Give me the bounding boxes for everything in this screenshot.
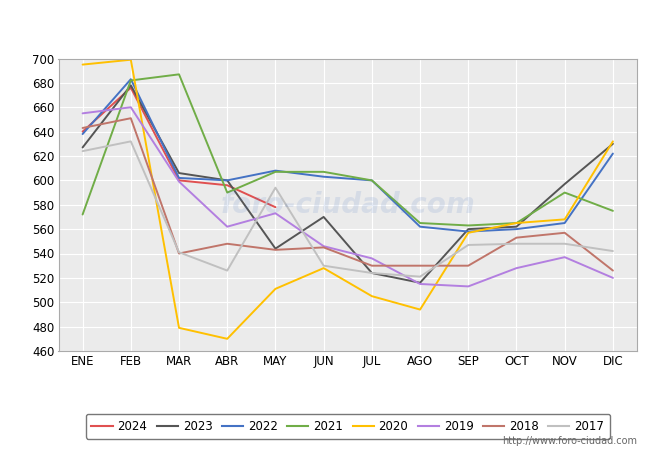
Text: http://www.foro-ciudad.com: http://www.foro-ciudad.com <box>502 436 637 446</box>
Text: Afiliados en Cumbres Mayores a 31/5/2024: Afiliados en Cumbres Mayores a 31/5/2024 <box>147 16 503 34</box>
Text: foro-ciudad.com: foro-ciudad.com <box>220 191 475 219</box>
Legend: 2024, 2023, 2022, 2021, 2020, 2019, 2018, 2017: 2024, 2023, 2022, 2021, 2020, 2019, 2018… <box>86 414 610 439</box>
